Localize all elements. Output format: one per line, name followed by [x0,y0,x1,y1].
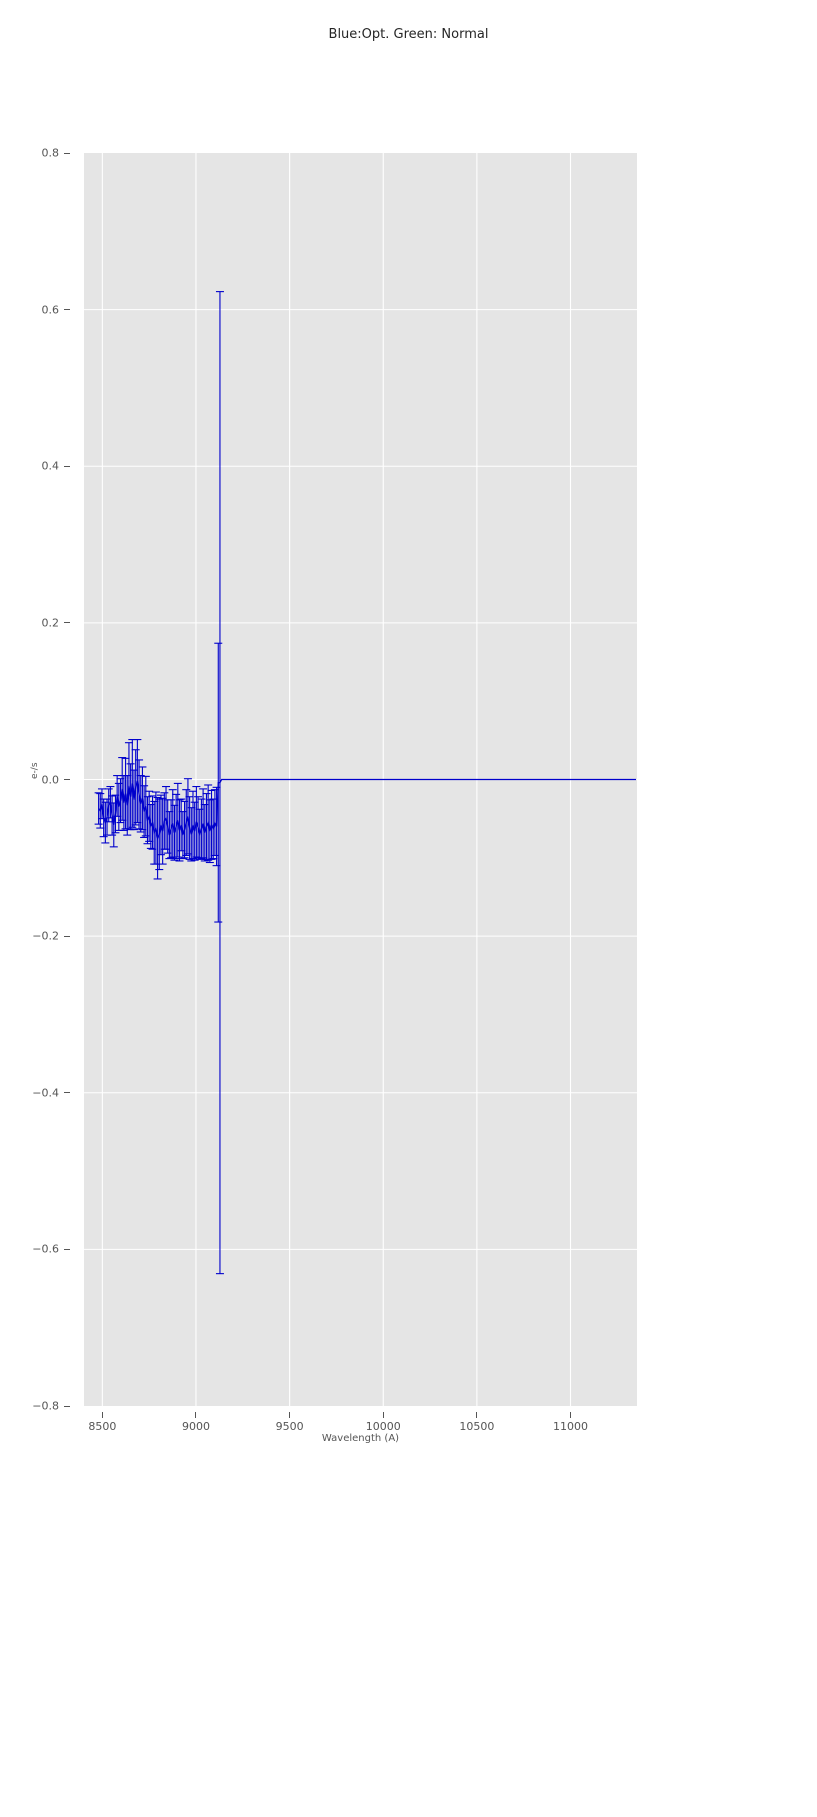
x-tick-label: 11000 [553,1420,589,1433]
x-axis-label: Wavelength (A) [321,1433,400,1444]
y-tick-label: −0.2 [32,929,59,943]
x-axis-tick-labels: 8500 9000 9500 10000 10500 11000 [84,1412,637,1433]
y-tick-label: −0.6 [32,1242,59,1256]
y-tick-mark [64,1248,70,1250]
y-tick-mark [64,622,70,624]
x-tick-mark [570,1412,572,1418]
y-tick-mark [64,309,70,311]
y-tick-label: 0.0 [41,773,60,786]
x-tick-label: 9000 [181,1420,210,1433]
y-tick-label: −0.4 [32,1086,59,1100]
x-tick-label: 9500 [275,1420,304,1433]
y-tick-label: 0.4 [41,459,60,473]
y-tick-label: 0.6 [41,303,60,317]
x-tick-label: 10500 [459,1420,495,1433]
y-axis-tick-labels: −0.8 −0.6 −0.4 −0.2 0.0 0.2 0.4 0.6 0.8 [0,147,74,1413]
y-tick-mark [64,1092,70,1094]
y-tick-label: 0.8 [41,146,60,160]
x-tick-mark [476,1412,478,1418]
y-tick-mark [64,935,70,937]
x-tick-mark [289,1412,291,1418]
chart-title: Blue:Opt. Green: Normal [328,27,489,42]
plot-area [84,153,637,1406]
y-tick-mark [64,152,70,154]
y-tick-mark [64,465,70,467]
y-tick-label: −0.8 [32,1399,59,1413]
x-tick-label: 10000 [365,1420,401,1433]
x-tick-mark [382,1412,384,1418]
y-tick-label: 0.2 [41,616,60,630]
y-axis-label: e-/s [30,762,40,779]
data-series-layer [94,291,637,1275]
y-tick-mark [64,779,70,780]
y-tick-mark [64,1405,70,1407]
x-tick-mark [101,1412,103,1418]
x-tick-mark [195,1412,197,1418]
x-tick-label: 8500 [88,1420,117,1433]
